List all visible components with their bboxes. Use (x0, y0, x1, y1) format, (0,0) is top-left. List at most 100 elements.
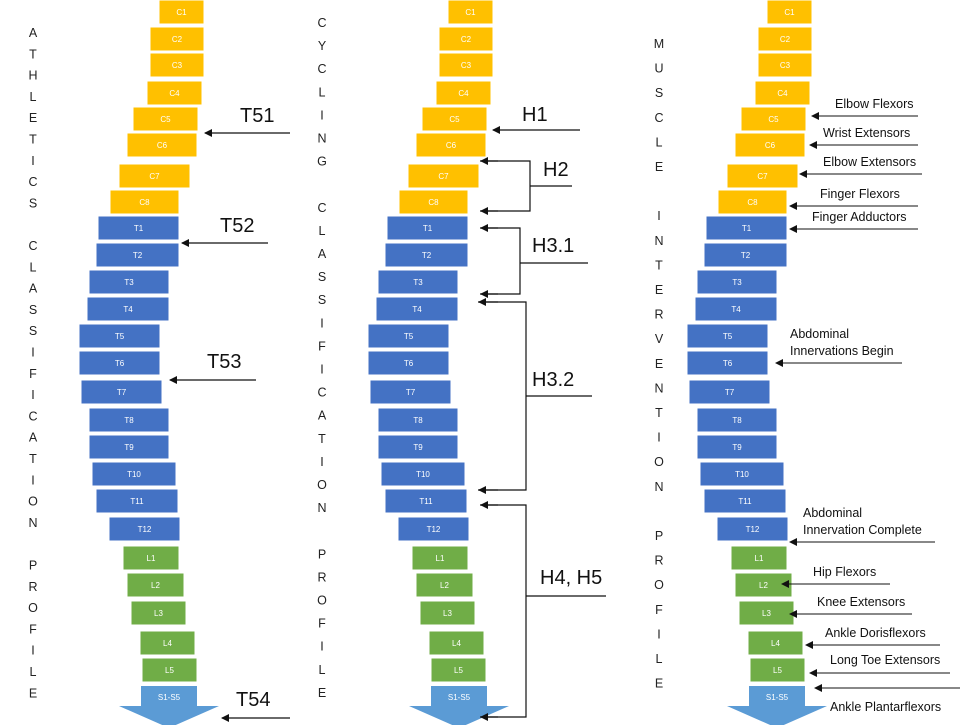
vertebra-body (747, 630, 804, 656)
title-letter: S (29, 303, 37, 317)
muscle-label-wrist-extensors: Wrist Extensors (823, 126, 910, 140)
vertebra-body (78, 323, 161, 349)
vertebra-c3: C3 (438, 52, 494, 78)
vertebra-body (438, 52, 494, 78)
title-letter: F (29, 367, 37, 381)
muscle-label-long-toe-extensors: Long Toe Extensors (830, 653, 940, 667)
muscle-label-ankle-dorsiflexors: Ankle Dorisflexors (825, 626, 926, 640)
title-letter: C (317, 386, 326, 400)
vertebra-body (696, 269, 778, 295)
vertebra-body (421, 106, 488, 132)
vertebra-body (415, 572, 474, 598)
vertebra-body (149, 26, 205, 52)
muscle-annotations: Elbow Flexors Wrist Extensors Elbow Exte… (775, 97, 960, 714)
title-letter: T (29, 452, 37, 466)
title-letter: I (31, 346, 34, 360)
vertebra-label: C5 (160, 115, 171, 124)
class-label-h4-h5: H4, H5 (540, 567, 602, 589)
sacral-arrow-shape (119, 686, 219, 725)
title-letter: P (655, 529, 663, 543)
title-letter: O (654, 455, 664, 469)
title-letter: R (654, 554, 663, 568)
vertebra-t3: T3 (696, 269, 778, 295)
vertebra-label: L3 (762, 609, 771, 618)
vertebra-t1: T1 (97, 215, 180, 241)
class-label-t54: T54 (236, 689, 270, 711)
class-label-t51: T51 (240, 105, 274, 127)
vertebra-label: T5 (115, 332, 125, 341)
vertebra-l1: L1 (122, 545, 180, 571)
vertebra-label: T11 (419, 497, 433, 506)
vertebra-label: T3 (413, 278, 423, 287)
vertebra-label: L2 (151, 581, 160, 590)
vertebra-body (88, 269, 170, 295)
vertebra-label: T12 (746, 525, 760, 534)
vertebra-body (158, 0, 205, 25)
vertebra-c7: C7 (726, 163, 799, 189)
vertebra-t5: T5 (367, 323, 450, 349)
muscle-label-abdominal-begin-1: Abdominal (790, 327, 849, 341)
title-letter: E (318, 686, 326, 700)
vertebra-body (703, 488, 787, 514)
vertebra-t12: T12 (108, 516, 181, 542)
vertebra-body (699, 461, 785, 487)
vertebra-label: C1 (176, 8, 187, 17)
sacral-label: S1-S5 (766, 693, 789, 702)
vertebra-body (375, 296, 459, 322)
vertebra-label: C7 (149, 172, 160, 181)
vertebra-body (694, 296, 778, 322)
spine-column-athletics: C1 C2 C3 C4 C5 C6 C7 C8 T1 T2 T3 T4 T5 T6 T7 T8 T9 T10 T11… (78, 0, 219, 725)
vertebra-label: T10 (735, 470, 749, 479)
title-letter: T (29, 133, 37, 147)
bracket-h3-2 (478, 301, 527, 491)
sacral-label: S1-S5 (448, 693, 471, 702)
vertebra-label: C3 (461, 61, 472, 70)
vertebra-label: L4 (771, 639, 780, 648)
title-letter: L (30, 90, 37, 104)
vertebra-body (126, 132, 198, 158)
vertebra-l3: L3 (419, 600, 476, 626)
title-letter: C (28, 409, 37, 423)
vertebra-body (757, 52, 813, 78)
vertebra-body (95, 488, 179, 514)
vertebra-c5: C5 (740, 106, 807, 132)
vertebra-label: T7 (406, 388, 416, 397)
vertebra-label: C4 (777, 89, 788, 98)
vertebra-label: L4 (163, 639, 172, 648)
vertebra-label: T4 (731, 305, 741, 314)
vertebra-label: C6 (765, 141, 776, 150)
vertebra-body (738, 600, 795, 626)
vertebra-c5: C5 (421, 106, 488, 132)
vertebra-body (80, 379, 163, 405)
title-letter: U (654, 62, 663, 76)
vertebra-l4: L4 (139, 630, 196, 656)
vertebra-body (717, 189, 788, 215)
vertebra-label: L4 (452, 639, 461, 648)
vertebra-body (377, 407, 459, 433)
title-letter: T (318, 432, 326, 446)
vertebra-c1: C1 (447, 0, 494, 25)
vertebra-l5: L5 (141, 657, 198, 683)
vertebra-t8: T8 (377, 407, 459, 433)
title-letter: C (654, 111, 663, 125)
vertebra-l5: L5 (430, 657, 487, 683)
vertebra-body (132, 106, 199, 132)
vertebra-body (369, 379, 452, 405)
vertebra-label: T6 (404, 359, 414, 368)
spine-column-cycling: C1 C2 C3 C4 C5 C6 C7 C8 T1 T2 T3 T4 T5 T6 T7 T8 T9 T10 T11… (367, 0, 509, 725)
vertebra-t4: T4 (694, 296, 778, 322)
vertebra-l2: L2 (734, 572, 793, 598)
bracket-h2 (480, 160, 531, 212)
vertebra-l2: L2 (126, 572, 185, 598)
title-letter: I (657, 431, 660, 445)
vertebra-label: C2 (461, 35, 472, 44)
vertebra-label: L3 (154, 609, 163, 618)
title-letter: L (30, 665, 37, 679)
vertebra-label: T2 (422, 251, 432, 260)
vertebra-label: T8 (124, 416, 134, 425)
vertebra-label: C1 (465, 8, 476, 17)
vertebra-body (415, 132, 487, 158)
sacral-label: S1-S5 (158, 693, 181, 702)
vertebra-c8: C8 (398, 189, 469, 215)
